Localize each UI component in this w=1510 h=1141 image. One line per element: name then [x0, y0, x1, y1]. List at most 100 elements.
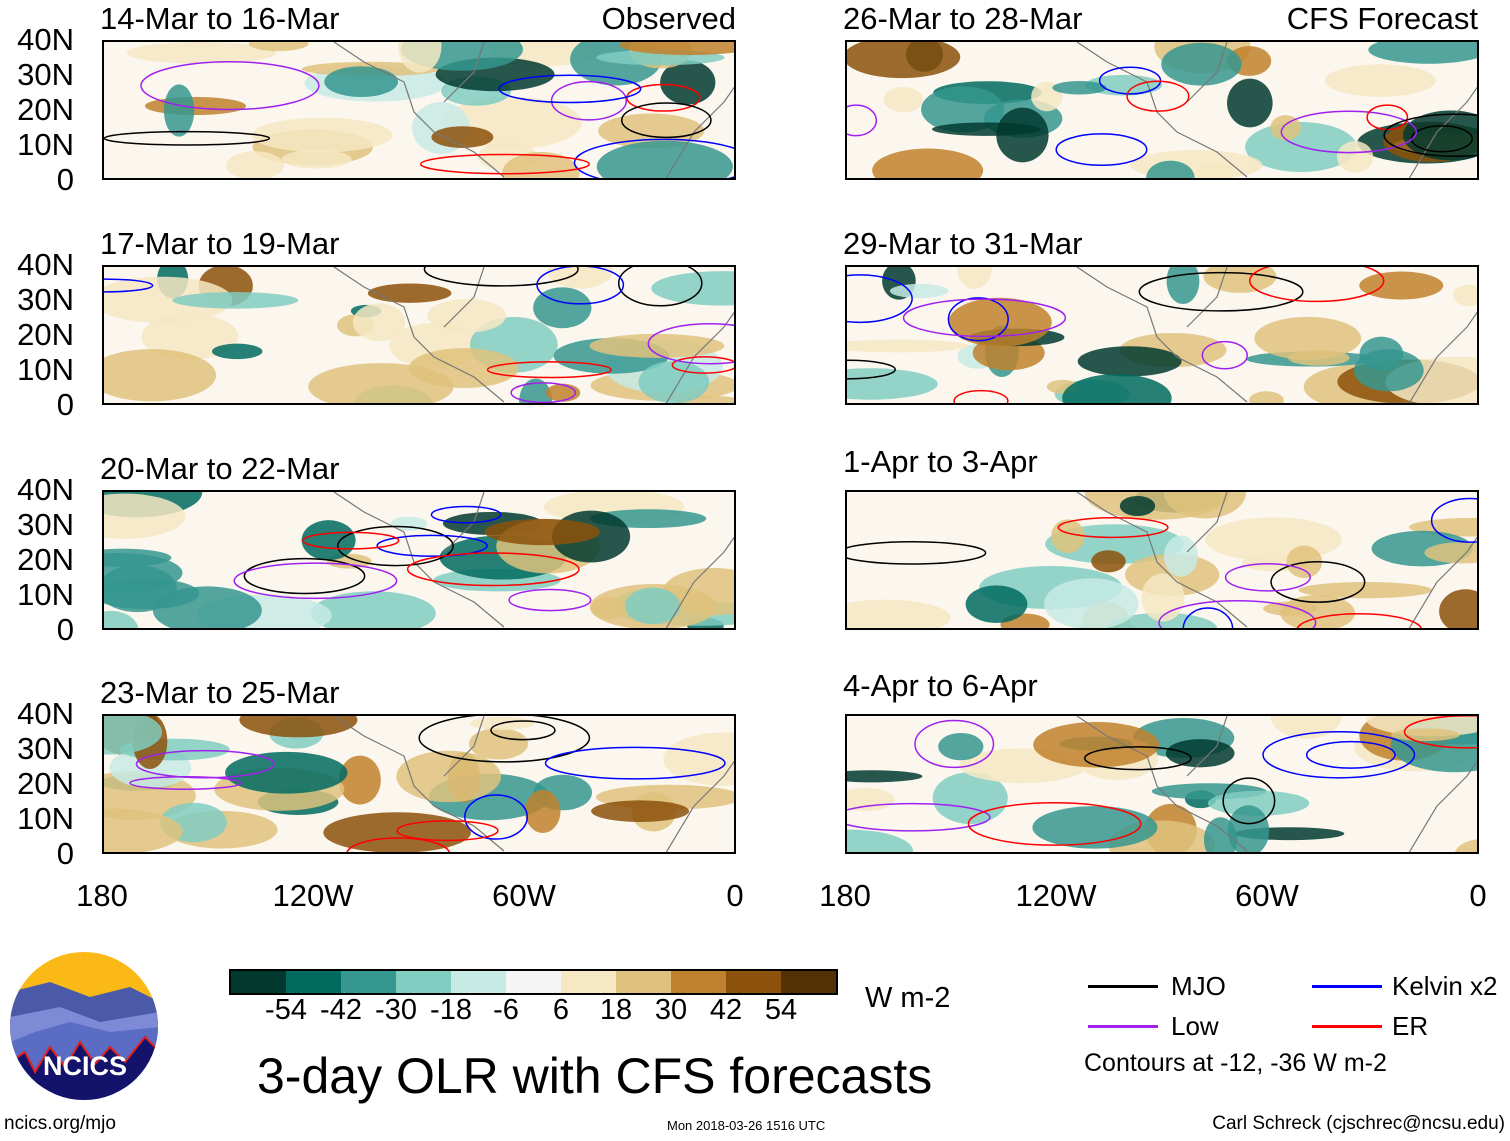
olr-anomaly-shading — [1203, 267, 1277, 293]
map-panel — [102, 490, 736, 630]
x-tick-label: 120W — [1015, 878, 1097, 913]
wave-contour — [104, 278, 154, 293]
colorbar-label: 6 — [552, 994, 570, 1026]
olr-anomaly-shading — [104, 276, 233, 323]
olr-anomaly-shading — [660, 60, 716, 105]
olr-anomaly-shading — [996, 107, 1049, 163]
y-tick-label: 40N — [17, 247, 74, 282]
olr-anomaly-shading — [211, 343, 263, 360]
wave-contour — [902, 298, 1067, 338]
y-tick-label: 40N — [17, 22, 74, 57]
olr-anomaly-shading — [921, 86, 1005, 133]
olr-anomaly-shading — [248, 42, 309, 52]
legend-line-low — [1088, 1025, 1158, 1028]
wave-contour — [104, 130, 271, 146]
footer-author: Carl Schreck (cjschrec@ncsu.edu) — [1212, 1113, 1505, 1134]
olr-anomaly-shading — [1439, 589, 1477, 628]
y-tick-label: 0 — [56, 612, 74, 647]
olr-anomaly-shading — [591, 800, 690, 822]
wave-contour — [1182, 607, 1234, 628]
olr-anomaly-shading — [1141, 573, 1185, 622]
y-tick-label: 10N — [17, 352, 74, 387]
wave-contour — [396, 820, 499, 842]
x-tick-label: 0 — [726, 878, 744, 913]
map-panel — [102, 40, 736, 180]
colorbar-swatch — [506, 971, 561, 993]
wave-contour — [617, 267, 703, 307]
coastline — [333, 267, 734, 403]
wave-contour — [486, 361, 612, 379]
wave-contour — [346, 837, 450, 852]
colorbar — [229, 969, 838, 995]
x-tick-label: 180 — [76, 878, 128, 913]
olr-anomaly-shading — [1091, 550, 1126, 573]
panel-title: 26-Mar to 28-Mar — [843, 1, 1083, 36]
colorbar-label: 42 — [709, 994, 743, 1026]
olr-anomaly-shading — [1368, 42, 1477, 64]
y-tick-label: 20N — [17, 766, 74, 801]
olr-anomaly-shading — [172, 292, 299, 309]
wave-contour — [376, 534, 488, 557]
wave-contour — [233, 562, 398, 600]
olr-anomaly-shading — [889, 283, 949, 299]
olr-anomaly-shading — [1391, 728, 1460, 742]
olr-anomaly-shading — [1166, 267, 1200, 305]
olr-anomaly-shading — [324, 66, 399, 98]
olr-anomaly-shading — [1033, 721, 1160, 768]
legend-label: Kelvin x2 — [1392, 971, 1498, 1001]
map-panel — [845, 490, 1479, 630]
panel-title: 1-Apr to 3-Apr — [843, 444, 1038, 479]
wave-contour — [1383, 113, 1477, 157]
footer-url[interactable]: ncics.org/mjo — [4, 1113, 116, 1134]
y-tick-label: 30N — [17, 57, 74, 92]
panel-title: 20-Mar to 22-Mar — [100, 451, 340, 486]
olr-anomaly-shading — [469, 727, 529, 760]
wave-contour — [419, 153, 590, 175]
olr-anomaly-shading — [1052, 81, 1107, 95]
olr-anomaly-shading — [1280, 594, 1356, 628]
olr-anomaly-shading — [1163, 535, 1199, 577]
colorbar-swatch — [671, 971, 726, 993]
colorbar-label: -6 — [493, 994, 519, 1026]
wave-contour — [1222, 777, 1276, 825]
y-tick-label: 10N — [17, 577, 74, 612]
wave-contour — [1248, 267, 1385, 303]
olr-anomaly-shading — [1207, 790, 1310, 816]
wave-contour — [140, 60, 320, 111]
olr-anomaly-shading — [152, 586, 262, 628]
olr-anomaly-shading — [596, 140, 733, 178]
wave-contour — [1158, 600, 1317, 628]
olr-anomaly-shading — [1119, 495, 1156, 517]
olr-anomaly-shading — [847, 368, 938, 400]
panel-title: 4-Apr to 6-Apr — [843, 668, 1038, 703]
wave-contour — [490, 720, 556, 741]
olr-anomaly-shading — [104, 808, 183, 852]
olr-anomaly-shading — [651, 271, 734, 306]
x-tick-label: 180 — [819, 878, 871, 913]
wave-contour — [498, 74, 642, 104]
olr-anomaly-shading — [408, 348, 519, 388]
olr-anomaly-shading — [1354, 349, 1424, 392]
olr-anomaly-shading — [590, 596, 627, 620]
olr-anomaly-shading — [547, 267, 613, 289]
colorbar-swatch — [781, 971, 836, 993]
ncics-logo: NCICS — [10, 952, 158, 1100]
olr-anomaly-shading — [1324, 64, 1436, 97]
olr-anomaly-shading — [104, 553, 183, 593]
y-tick-label: 20N — [17, 92, 74, 127]
wave-contour — [1057, 516, 1169, 539]
olr-anomaly-shading — [239, 716, 358, 738]
footer-timestamp: Mon 2018-03-26 1516 UTC — [667, 1118, 826, 1133]
y-tick-label: 0 — [56, 162, 74, 197]
wave-contour — [430, 505, 502, 524]
olr-anomaly-shading — [126, 42, 277, 64]
legend-line-kelvin — [1312, 985, 1382, 988]
wave-contour — [423, 267, 579, 287]
olr-anomaly-shading — [1359, 271, 1444, 300]
olr-anomaly-shading — [1032, 806, 1158, 849]
olr-anomaly-shading — [1453, 284, 1477, 307]
olr-anomaly-shading — [163, 84, 195, 137]
legend-label: MJO — [1171, 971, 1226, 1001]
olr-anomaly-shading — [1051, 519, 1085, 554]
